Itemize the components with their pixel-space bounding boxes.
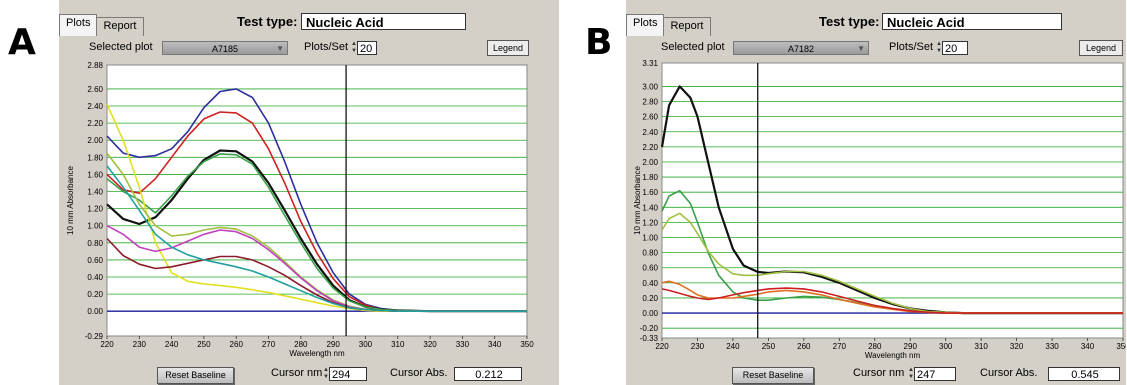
x-tick-label: 270 xyxy=(262,340,276,349)
y-tick-label: 1.80 xyxy=(87,153,103,162)
y-tick-label: 3.00 xyxy=(642,82,658,91)
y-tick-label: 0.80 xyxy=(87,239,103,248)
y-tick-label: 2.88 xyxy=(87,61,103,70)
x-tick-label: 310 xyxy=(974,342,988,351)
x-tick-label: 320 xyxy=(1010,342,1024,351)
absorbance-chart: -0.29 0.00 0.20 0.40 0.60 0.80 1.00 1.20 1.40 1.6… xyxy=(59,0,559,385)
x-tick-label: 250 xyxy=(762,342,776,351)
y-tick-label: 1.00 xyxy=(87,222,103,231)
x-tick-label: 230 xyxy=(133,340,147,349)
x-tick-label: 340 xyxy=(1081,342,1095,351)
x-tick-label: 350 xyxy=(1116,342,1126,351)
y-axis-label: 10 mm Absorbance xyxy=(66,165,75,234)
x-tick-label: 250 xyxy=(197,340,211,349)
x-tick-label: 220 xyxy=(655,342,669,351)
x-tick-label: 300 xyxy=(939,342,953,351)
plot-area xyxy=(662,63,1123,338)
cursor-abs-value: 0.545 xyxy=(1048,367,1120,381)
cursor-nm-input[interactable]: 294 xyxy=(329,367,367,381)
cursor-abs-value: 0.212 xyxy=(454,367,522,381)
y-tick-label: 3.31 xyxy=(642,59,658,68)
y-tick-label: 1.20 xyxy=(642,218,658,227)
y-tick-label: 0.80 xyxy=(642,249,658,258)
y-tick-label: 0.00 xyxy=(642,309,658,318)
x-tick-label: 230 xyxy=(691,342,705,351)
panel-b: Plots Report Test type: Nucleic Acid Sel… xyxy=(626,0,1126,385)
x-tick-label: 280 xyxy=(868,342,882,351)
x-axis-label: Wavelength nm xyxy=(289,349,345,358)
y-tick-label: 2.80 xyxy=(642,98,658,107)
x-tick-label: 280 xyxy=(294,340,308,349)
reset-baseline-button[interactable]: Reset Baseline xyxy=(157,367,234,384)
x-tick-label: 260 xyxy=(230,340,244,349)
x-tick-label: 340 xyxy=(488,340,502,349)
y-tick-label: 2.40 xyxy=(87,102,103,111)
y-tick-label: 2.40 xyxy=(642,128,658,137)
panel-a: Plots Report Test type: Nucleic Acid Sel… xyxy=(59,0,559,385)
y-tick-label: 2.20 xyxy=(87,119,103,128)
panel-a-letter: A xyxy=(8,22,36,63)
x-tick-label: 290 xyxy=(904,342,918,351)
spinner-icon[interactable]: ▲ ▼ xyxy=(323,367,328,381)
y-tick-label: 2.60 xyxy=(642,113,658,122)
x-tick-label: 320 xyxy=(423,340,437,349)
y-tick-label: 2.00 xyxy=(87,136,103,145)
y-tick-label: 1.60 xyxy=(87,170,103,179)
cursor-abs-label: Cursor Abs. xyxy=(390,367,447,379)
x-tick-label: 270 xyxy=(833,342,847,351)
y-tick-label: -0.20 xyxy=(640,324,659,333)
y-tick-label: 1.40 xyxy=(642,203,658,212)
y-tick-label: 0.20 xyxy=(642,294,658,303)
x-tick-label: 260 xyxy=(797,342,811,351)
x-tick-label: 310 xyxy=(391,340,405,349)
x-tick-label: 330 xyxy=(456,340,470,349)
y-tick-label: 1.40 xyxy=(87,188,103,197)
y-tick-label: 2.20 xyxy=(642,143,658,152)
x-tick-label: 330 xyxy=(1045,342,1059,351)
y-tick-label: 0.20 xyxy=(87,290,103,299)
reset-baseline-button[interactable]: Reset Baseline xyxy=(732,367,814,384)
x-tick-label: 300 xyxy=(359,340,373,349)
absorbance-chart: -0.33-0.200.000.200.400.600.801.001.201.… xyxy=(626,0,1126,385)
y-tick-label: 0.00 xyxy=(87,307,103,316)
cursor-nm-input[interactable]: 247 xyxy=(914,367,956,381)
y-tick-label: 1.20 xyxy=(87,205,103,214)
y-tick-label: 1.60 xyxy=(642,188,658,197)
y-tick-label: 1.80 xyxy=(642,173,658,182)
y-tick-label: 0.60 xyxy=(87,256,103,265)
x-tick-label: 240 xyxy=(165,340,179,349)
x-axis-label: Wavelength nm xyxy=(865,351,921,360)
y-tick-label: 0.60 xyxy=(642,264,658,273)
y-tick-label: 0.40 xyxy=(87,273,103,282)
panel-b-letter: B xyxy=(585,22,612,63)
spinner-icon[interactable]: ▲ ▼ xyxy=(908,367,913,381)
y-tick-label: 1.00 xyxy=(642,234,658,243)
x-tick-label: 220 xyxy=(100,340,114,349)
cursor-nm-label: Cursor nm xyxy=(853,367,904,379)
x-tick-label: 290 xyxy=(326,340,340,349)
cursor-abs-label: Cursor Abs. xyxy=(980,367,1037,379)
y-tick-label: 2.00 xyxy=(642,158,658,167)
y-axis-label: 10 mm Absorbance xyxy=(633,165,642,234)
x-tick-label: 350 xyxy=(520,340,534,349)
y-tick-label: 2.60 xyxy=(87,85,103,94)
cursor-nm-label: Cursor nm xyxy=(271,367,322,379)
y-tick-label: 0.40 xyxy=(642,279,658,288)
x-tick-label: 240 xyxy=(726,342,740,351)
